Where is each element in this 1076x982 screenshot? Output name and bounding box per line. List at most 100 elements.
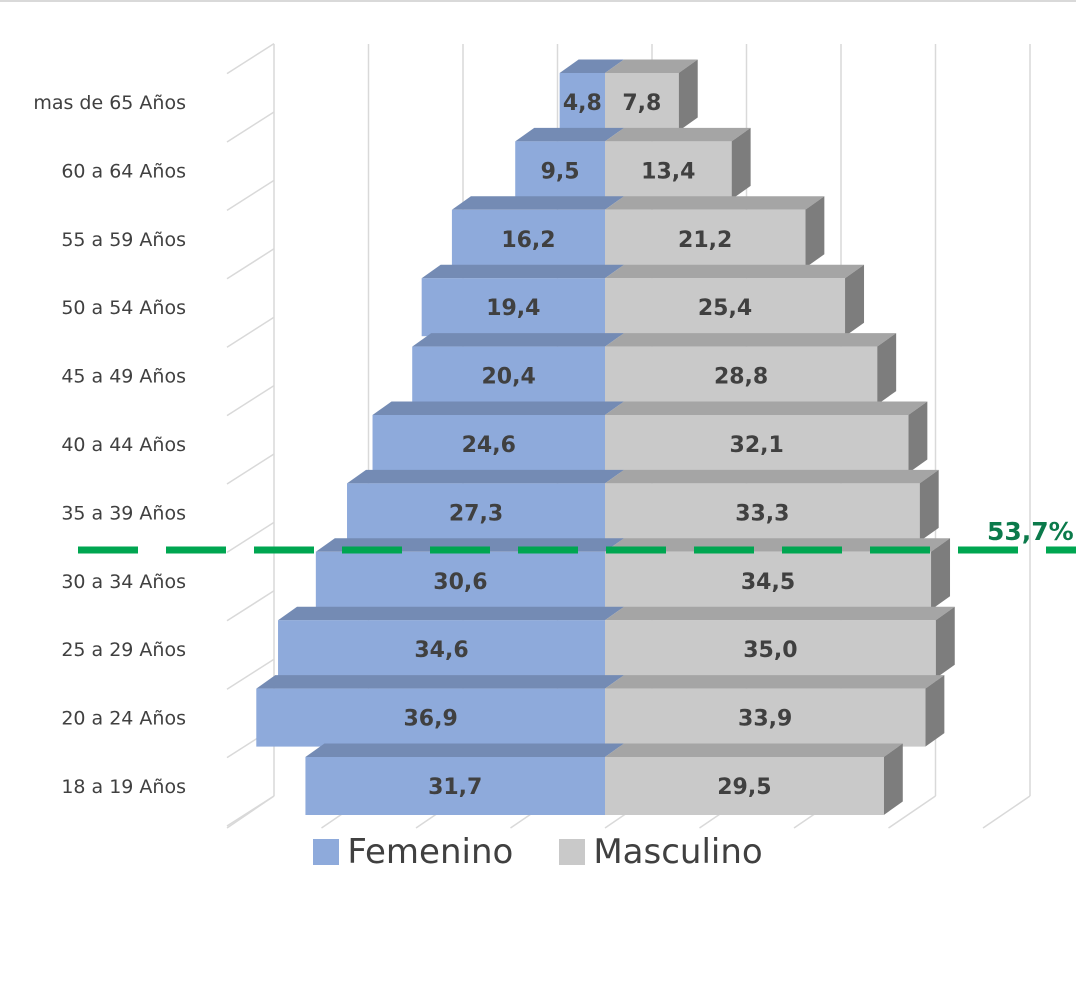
gridline-side: [226, 658, 275, 690]
bar-side-masculino: [845, 264, 865, 337]
category-label: mas de 65 Años: [33, 92, 186, 114]
category-label: 45 a 49 Años: [61, 366, 186, 388]
data-label-femenino: 16,2: [501, 228, 555, 253]
gridline-floor: [982, 795, 1031, 829]
bar-femenino: [515, 141, 605, 200]
gridline-side: [226, 521, 275, 554]
bar-masculino: [605, 620, 936, 679]
bar-top-femenino: [559, 59, 624, 73]
category-label: 35 a 39 Años: [61, 502, 186, 524]
bar-top-masculino: [605, 401, 928, 415]
data-label-masculino: 28,8: [714, 365, 768, 390]
bar-femenino: [412, 346, 605, 405]
category-label: 25 a 29 Años: [61, 639, 186, 661]
data-label-femenino: 20,4: [481, 365, 535, 390]
data-label-masculino: 7,8: [622, 91, 661, 116]
bar-layer: [256, 59, 955, 815]
data-label-femenino: 4,8: [563, 91, 602, 116]
data-label-masculino: 25,4: [698, 296, 752, 321]
bar-femenino: [421, 278, 605, 337]
data-label-femenino: 30,6: [433, 570, 487, 595]
legend-label-femenino: Femenino: [347, 832, 514, 872]
bar-femenino: [372, 415, 605, 473]
bar-top-masculino: [605, 196, 825, 210]
bar-top-femenino: [451, 196, 624, 210]
bar-masculino: [605, 688, 926, 747]
legend: Femenino Masculino: [0, 832, 1076, 872]
bar-top-masculino: [605, 469, 939, 484]
bar-side-masculino: [935, 606, 955, 679]
legend-swatch-femenino: [313, 839, 340, 865]
bar-top-masculino: [605, 59, 698, 73]
bar-side-masculino: [925, 675, 945, 747]
data-label-masculino: 21,2: [678, 228, 732, 253]
gridline-side: [226, 111, 275, 143]
gridline-side: [226, 316, 275, 348]
gridline-side: [226, 179, 275, 212]
data-label-masculino: 33,9: [738, 707, 792, 732]
data-label-masculino: 34,5: [741, 570, 795, 595]
bar-masculino: [605, 551, 932, 610]
data-label-masculino: 35,0: [743, 638, 797, 663]
chart-plot: 40,030,020,010,00,010,020,030,040,018 a …: [33, 42, 1076, 829]
bar-top-femenino: [347, 469, 624, 484]
bar-side-masculino: [877, 333, 897, 405]
bar-top-femenino: [372, 401, 624, 415]
gridline-side: [226, 248, 275, 280]
legend-label-masculino: Masculino: [593, 832, 763, 872]
gridline-side: [226, 795, 275, 827]
bar-top-masculino: [605, 675, 945, 689]
annotation-layer: 53,7%: [78, 517, 1076, 554]
bar-top-masculino: [605, 743, 903, 757]
data-label-femenino: 27,3: [449, 501, 503, 526]
data-label-femenino: 34,6: [414, 638, 468, 663]
bar-side-masculino: [678, 59, 698, 131]
bar-top-masculino: [605, 333, 897, 347]
bar-top-masculino: [605, 264, 865, 279]
bar-femenino: [451, 209, 605, 268]
annotation-label: 53,7%: [987, 517, 1074, 546]
bar-side-masculino: [883, 743, 903, 815]
data-label-masculino: 33,3: [735, 501, 789, 526]
legend-item-masculino: Masculino: [559, 832, 763, 872]
bar-top-femenino: [421, 264, 624, 279]
bar-top-femenino: [256, 675, 624, 689]
data-label-masculino: 32,1: [730, 433, 784, 458]
data-label-femenino: 24,6: [462, 433, 516, 458]
bar-masculino: [605, 73, 679, 131]
bar-top-femenino: [305, 743, 624, 757]
bar-masculino: [605, 757, 884, 815]
bar-femenino: [347, 483, 605, 542]
data-label-masculino: 13,4: [641, 159, 695, 184]
category-label: 30 a 34 Años: [61, 571, 186, 593]
bar-top-masculino: [605, 606, 955, 621]
bar-top-femenino: [278, 606, 624, 621]
bar-masculino: [605, 209, 806, 268]
bar-masculino: [605, 346, 878, 405]
gridline-side: [226, 590, 275, 622]
label-layer: 40,030,020,010,00,010,020,030,040,018 a …: [33, 91, 797, 800]
legend-swatch-masculino: [559, 839, 586, 865]
gridline-side: [226, 453, 275, 485]
gridline-floor: [888, 795, 936, 829]
bar-side-masculino: [919, 469, 939, 542]
category-label: 60 a 64 Años: [61, 160, 186, 182]
bar-side-masculino: [931, 538, 951, 610]
category-label: 18 a 19 Años: [61, 776, 186, 798]
gridline-side: [226, 42, 275, 75]
bar-top-femenino: [412, 333, 624, 347]
top-border: [0, 0, 1076, 2]
bar-femenino: [559, 73, 605, 131]
bar-femenino: [305, 757, 605, 815]
data-label-femenino: 36,9: [404, 707, 458, 732]
bar-femenino: [278, 620, 605, 679]
bar-side-masculino: [805, 196, 825, 268]
data-label-femenino: 9,5: [541, 159, 580, 184]
bar-masculino: [605, 278, 846, 337]
bar-masculino: [605, 483, 920, 542]
gridline-side: [226, 384, 275, 417]
legend-item-femenino: Femenino: [313, 832, 513, 872]
bar-masculino: [605, 141, 732, 200]
data-label-femenino: 31,7: [428, 775, 482, 800]
